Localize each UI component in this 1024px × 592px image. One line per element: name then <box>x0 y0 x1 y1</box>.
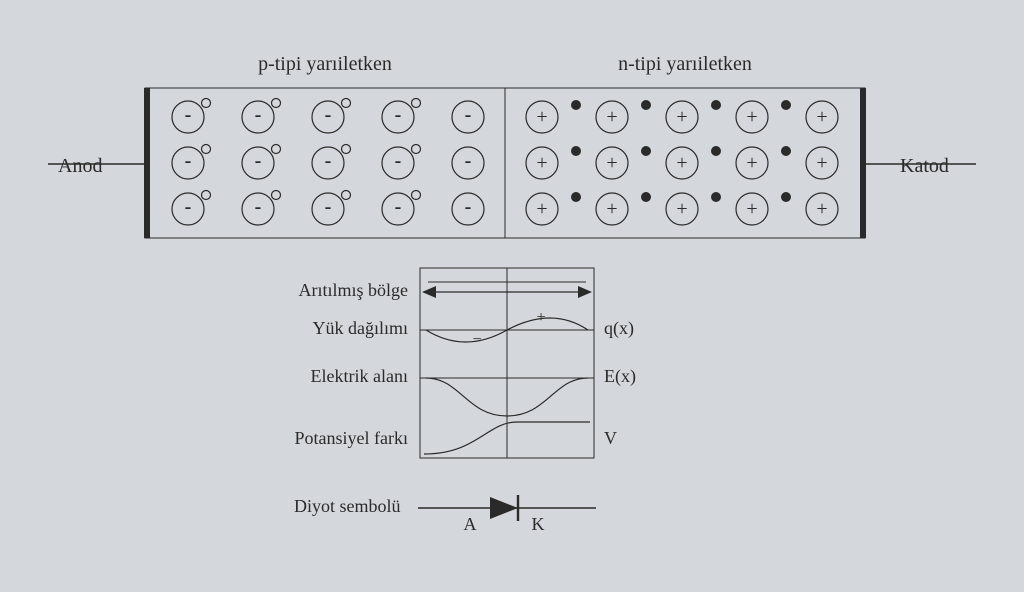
n-type-label: n-tipi yarıiletken <box>618 53 752 75</box>
electron-icon <box>572 101 581 110</box>
diode-cathode-letter: K <box>532 514 545 534</box>
minus-icon: - <box>325 196 332 218</box>
mini-row-right-label: E(x) <box>604 366 636 387</box>
charge-minus-icon: − <box>472 331 481 348</box>
mini-row-right-label: q(x) <box>604 318 634 339</box>
plus-icon: + <box>606 106 617 128</box>
plus-icon: + <box>606 152 617 174</box>
plus-icon: + <box>816 106 827 128</box>
minus-icon: - <box>325 104 332 126</box>
plus-icon: + <box>676 106 687 128</box>
minus-icon: - <box>255 104 262 126</box>
minus-icon: - <box>465 150 472 172</box>
mini-row-label: Elektrik alanı <box>311 366 408 386</box>
minus-icon: - <box>185 150 192 172</box>
mini-row-label: Arıtılmış bölge <box>299 280 409 300</box>
mini-row-right-label: V <box>604 428 617 448</box>
plus-icon: + <box>536 152 547 174</box>
plus-icon: + <box>816 152 827 174</box>
electron-icon <box>712 101 721 110</box>
plus-icon: + <box>816 198 827 220</box>
minus-icon: - <box>255 150 262 172</box>
electron-icon <box>782 193 791 202</box>
electron-icon <box>642 147 651 156</box>
minus-icon: - <box>185 196 192 218</box>
plus-icon: + <box>746 106 757 128</box>
diode-symbol-label: Diyot sembolü <box>294 496 401 516</box>
minus-icon: - <box>395 150 402 172</box>
cathode-label: Katod <box>900 155 949 177</box>
electron-icon <box>642 101 651 110</box>
minus-icon: - <box>465 104 472 126</box>
plus-icon: + <box>676 152 687 174</box>
plus-icon: + <box>606 198 617 220</box>
diode-anode-letter: A <box>464 514 477 534</box>
charge-plus-icon: + <box>536 309 545 326</box>
electron-icon <box>712 193 721 202</box>
electron-icon <box>642 193 651 202</box>
diagram-svg: p-tipi yarıiletken n-tipi yarıiletken Anod… <box>0 0 1024 592</box>
cathode-contact <box>860 88 866 238</box>
electron-icon <box>782 101 791 110</box>
anode-label: Anod <box>58 155 102 177</box>
p-type-label: p-tipi yarıiletken <box>258 53 392 75</box>
plus-icon: + <box>536 106 547 128</box>
plus-icon: + <box>676 198 687 220</box>
minus-icon: - <box>395 104 402 126</box>
minus-icon: - <box>325 150 332 172</box>
minus-icon: - <box>395 196 402 218</box>
anode-contact <box>144 88 150 238</box>
minus-icon: - <box>185 104 192 126</box>
minus-icon: - <box>465 196 472 218</box>
minus-icon: - <box>255 196 262 218</box>
mini-row-label: Yük dağılımı <box>313 318 409 338</box>
electron-icon <box>572 147 581 156</box>
background <box>0 0 1024 592</box>
diagram-root: p-tipi yarıiletken n-tipi yarıiletken Anod… <box>0 0 1024 592</box>
electron-icon <box>572 193 581 202</box>
mini-row-label: Potansiyel farkı <box>295 428 408 448</box>
plus-icon: + <box>746 152 757 174</box>
electron-icon <box>782 147 791 156</box>
plus-icon: + <box>746 198 757 220</box>
plus-icon: + <box>536 198 547 220</box>
electron-icon <box>712 147 721 156</box>
